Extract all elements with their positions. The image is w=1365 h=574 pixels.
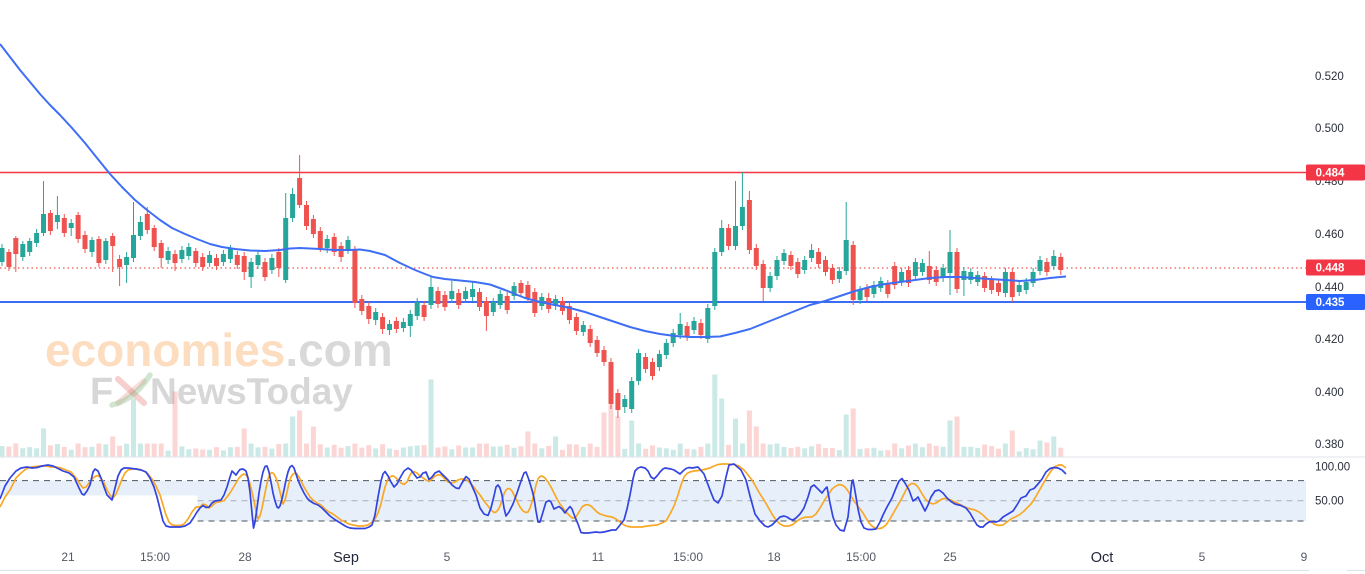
svg-text:0.440: 0.440: [1315, 282, 1344, 294]
svg-text:0.435: 0.435: [1316, 297, 1345, 309]
svg-text:15:00: 15:00: [673, 550, 703, 564]
svg-text:11: 11: [592, 550, 605, 564]
svg-text:28: 28: [238, 550, 252, 564]
svg-text:Oct: Oct: [1091, 550, 1114, 566]
svg-text:0.400: 0.400: [1315, 387, 1344, 399]
svg-text:0.500: 0.500: [1315, 123, 1344, 135]
svg-text:9: 9: [1301, 550, 1308, 564]
svg-text:5: 5: [1199, 550, 1206, 564]
svg-text:Sep: Sep: [333, 550, 359, 566]
svg-text:0.380: 0.380: [1315, 439, 1344, 451]
svg-text:15:00: 15:00: [140, 550, 170, 564]
svg-text:18: 18: [767, 550, 781, 564]
svg-text:economies.com: economies.com: [45, 324, 393, 376]
svg-text:0.448: 0.448: [1316, 263, 1345, 275]
svg-text:21: 21: [61, 550, 75, 564]
svg-text:15:00: 15:00: [846, 550, 876, 564]
svg-text:NewsToday: NewsToday: [150, 371, 353, 412]
svg-text:0.420: 0.420: [1315, 334, 1344, 346]
svg-text:25: 25: [943, 550, 957, 564]
svg-text:0.484: 0.484: [1316, 168, 1345, 180]
svg-text:F: F: [90, 371, 113, 413]
svg-text:0.520: 0.520: [1315, 71, 1344, 83]
svg-text:0.460: 0.460: [1315, 229, 1344, 241]
svg-text:100.00: 100.00: [1315, 462, 1350, 474]
svg-text:5: 5: [444, 550, 451, 564]
svg-text:50.00: 50.00: [1315, 496, 1344, 508]
